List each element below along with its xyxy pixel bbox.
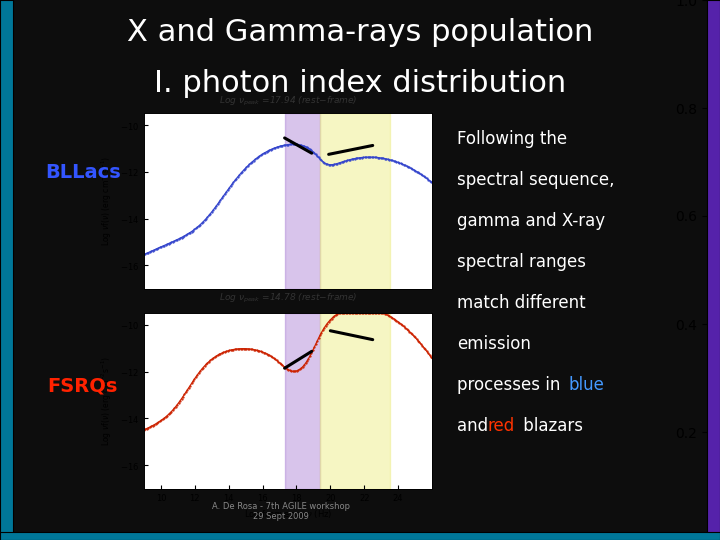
Text: A. De Rosa - 7th AGILE workshop
29 Sept 2009: A. De Rosa - 7th AGILE workshop 29 Sept … xyxy=(212,502,350,521)
Text: FSRQs: FSRQs xyxy=(48,376,118,396)
Text: spectral sequence,: spectral sequence, xyxy=(457,171,615,188)
Text: Following the: Following the xyxy=(457,130,567,147)
Bar xyxy=(284,313,320,489)
Text: Log $\nu_{peak}$ =17.94 (rest$-$frame): Log $\nu_{peak}$ =17.94 (rest$-$frame) xyxy=(219,95,357,108)
Text: Log $\nu_{peak}$ =14.78 (rest$-$frame): Log $\nu_{peak}$ =14.78 (rest$-$frame) xyxy=(219,292,357,305)
X-axis label: Log frequency $\nu$ (Hz): Log frequency $\nu$ (Hz) xyxy=(244,508,332,521)
Text: and: and xyxy=(457,417,494,435)
Text: processes in: processes in xyxy=(457,376,571,394)
Text: blue: blue xyxy=(569,376,605,394)
Bar xyxy=(320,113,390,289)
Text: red: red xyxy=(487,417,515,435)
Bar xyxy=(320,313,390,489)
Bar xyxy=(284,113,320,289)
Text: BLLacs: BLLacs xyxy=(45,163,121,183)
Text: blazars: blazars xyxy=(518,417,583,435)
Text: match different: match different xyxy=(457,294,586,312)
Text: spectral ranges: spectral ranges xyxy=(457,253,586,271)
Text: I. photon index distribution: I. photon index distribution xyxy=(154,69,566,98)
Text: X and Gamma-rays population: X and Gamma-rays population xyxy=(127,18,593,48)
Y-axis label: Log $\nu$f($\nu$) (erg cm$^{-2}$s$^{-1}$): Log $\nu$f($\nu$) (erg cm$^{-2}$s$^{-1}$… xyxy=(100,156,114,246)
Text: emission: emission xyxy=(457,335,531,353)
Text: gamma and X-ray: gamma and X-ray xyxy=(457,212,606,230)
Y-axis label: Log $\nu$f($\nu$) (erg cm$^{-2}$s$^{-1}$): Log $\nu$f($\nu$) (erg cm$^{-2}$s$^{-1}$… xyxy=(100,356,114,446)
